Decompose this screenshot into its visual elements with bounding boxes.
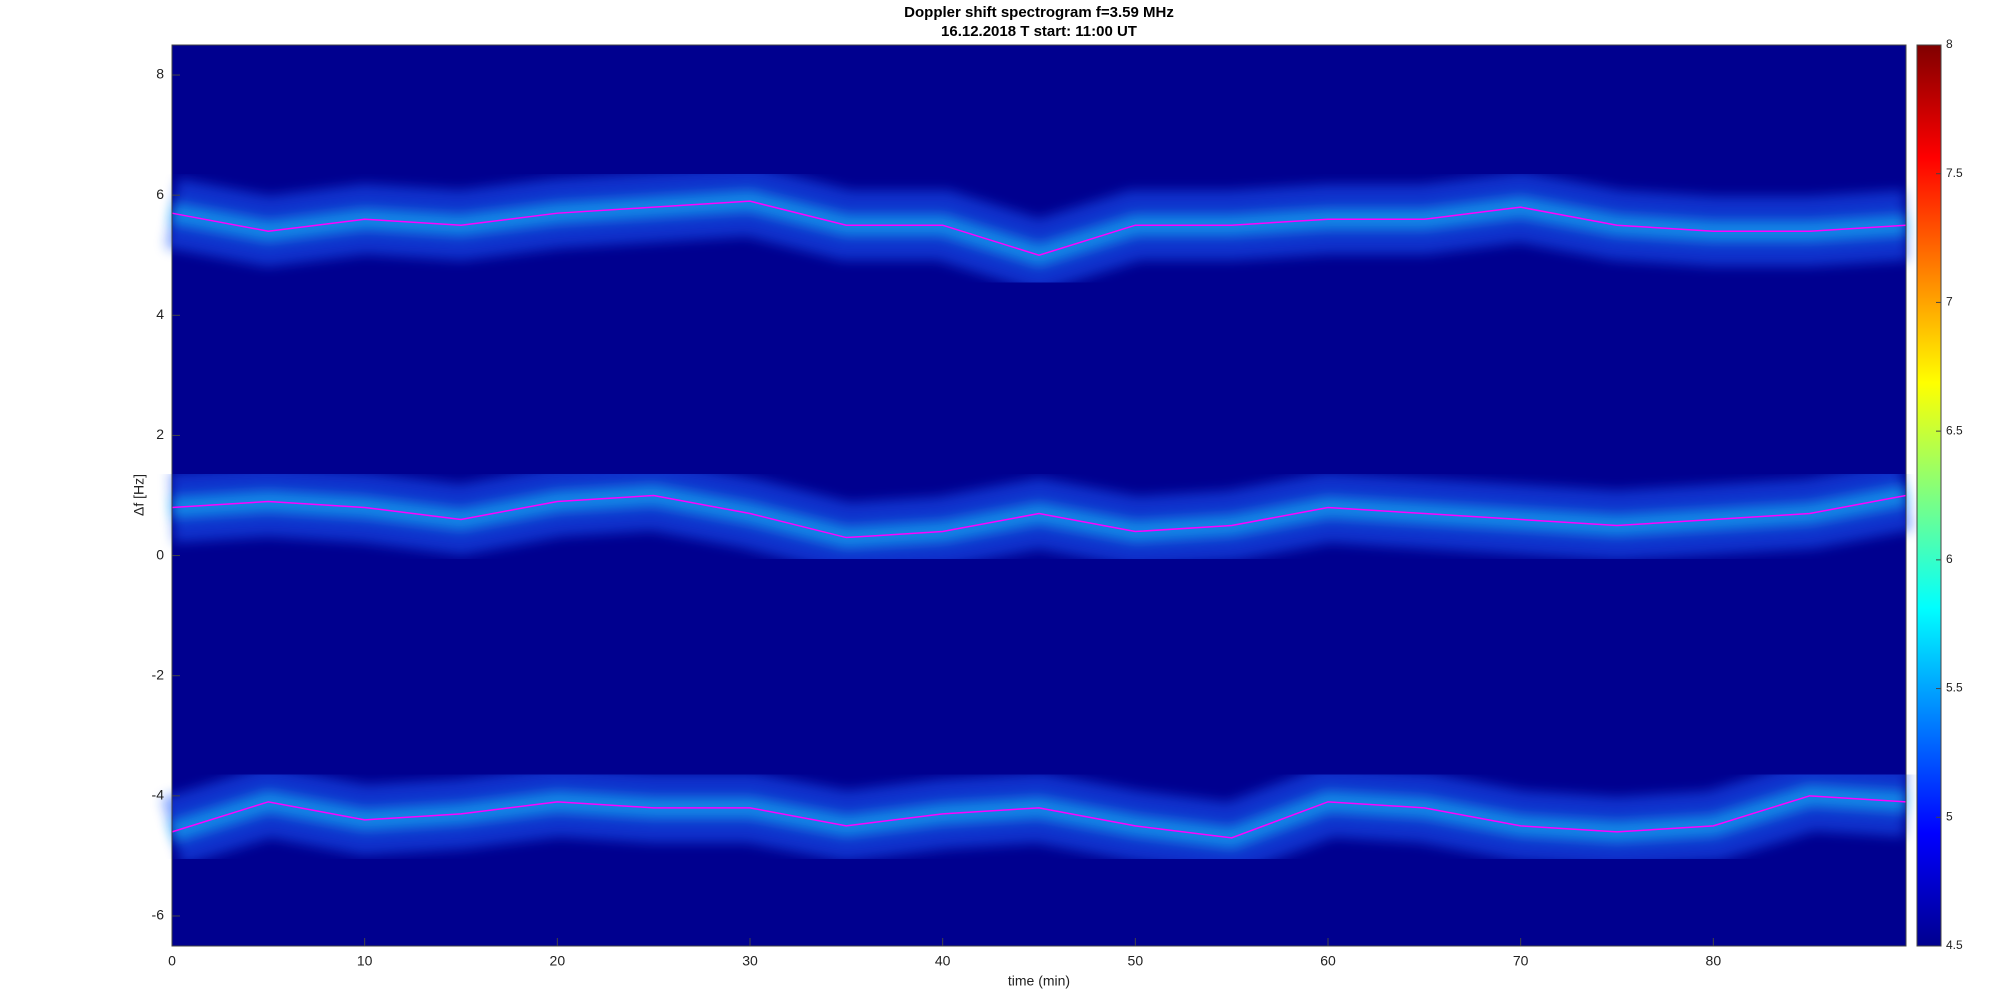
plot-frame <box>171 44 1907 947</box>
x-tick-label: 30 <box>742 953 758 969</box>
colorbar-tick-label: 7 <box>1946 295 1953 309</box>
track-line <box>171 200 1907 257</box>
y-tick-label: 4 <box>156 306 164 322</box>
x-tick-label: 20 <box>550 953 566 969</box>
x-tick-label: 50 <box>1128 953 1144 969</box>
y-tick-label: -2 <box>152 666 165 682</box>
track-line <box>171 494 1907 539</box>
track-line <box>171 795 1907 839</box>
chart-title: Doppler shift spectrogram f=3.59 MHz <box>904 4 1174 21</box>
colorbar-tick-label: 5 <box>1946 809 1953 823</box>
y-axis-label: Δf [Hz] <box>131 474 147 516</box>
y-tick-label: -4 <box>152 787 165 803</box>
colorbar-tick-label: 7.5 <box>1946 166 1963 180</box>
chart-subtitle: 16.12.2018 T start: 11:00 UT <box>941 23 1137 40</box>
y-tick-label: 2 <box>156 426 164 442</box>
colorbar-tick-label: 6.5 <box>1946 423 1963 437</box>
x-axis-label: time (min) <box>1008 973 1070 989</box>
x-tick-label: 70 <box>1513 953 1529 969</box>
colorbar-tick-label: 4.5 <box>1946 938 1963 952</box>
colorbar-tick-label: 5.5 <box>1946 681 1963 695</box>
x-tick-label: 10 <box>357 953 373 969</box>
x-tick-label: 80 <box>1706 953 1722 969</box>
x-tick-label: 40 <box>935 953 951 969</box>
y-tick-label: 8 <box>156 66 164 82</box>
x-tick-label: 0 <box>168 953 176 969</box>
y-tick-label: -6 <box>152 907 165 923</box>
x-tick-label: 60 <box>1320 953 1336 969</box>
y-tick-label: 0 <box>156 546 164 562</box>
colorbar <box>1916 44 1942 947</box>
y-tick-label: 6 <box>156 186 164 202</box>
colorbar-tick-label: 6 <box>1946 552 1953 566</box>
colorbar-tick-label: 8 <box>1946 37 1953 51</box>
